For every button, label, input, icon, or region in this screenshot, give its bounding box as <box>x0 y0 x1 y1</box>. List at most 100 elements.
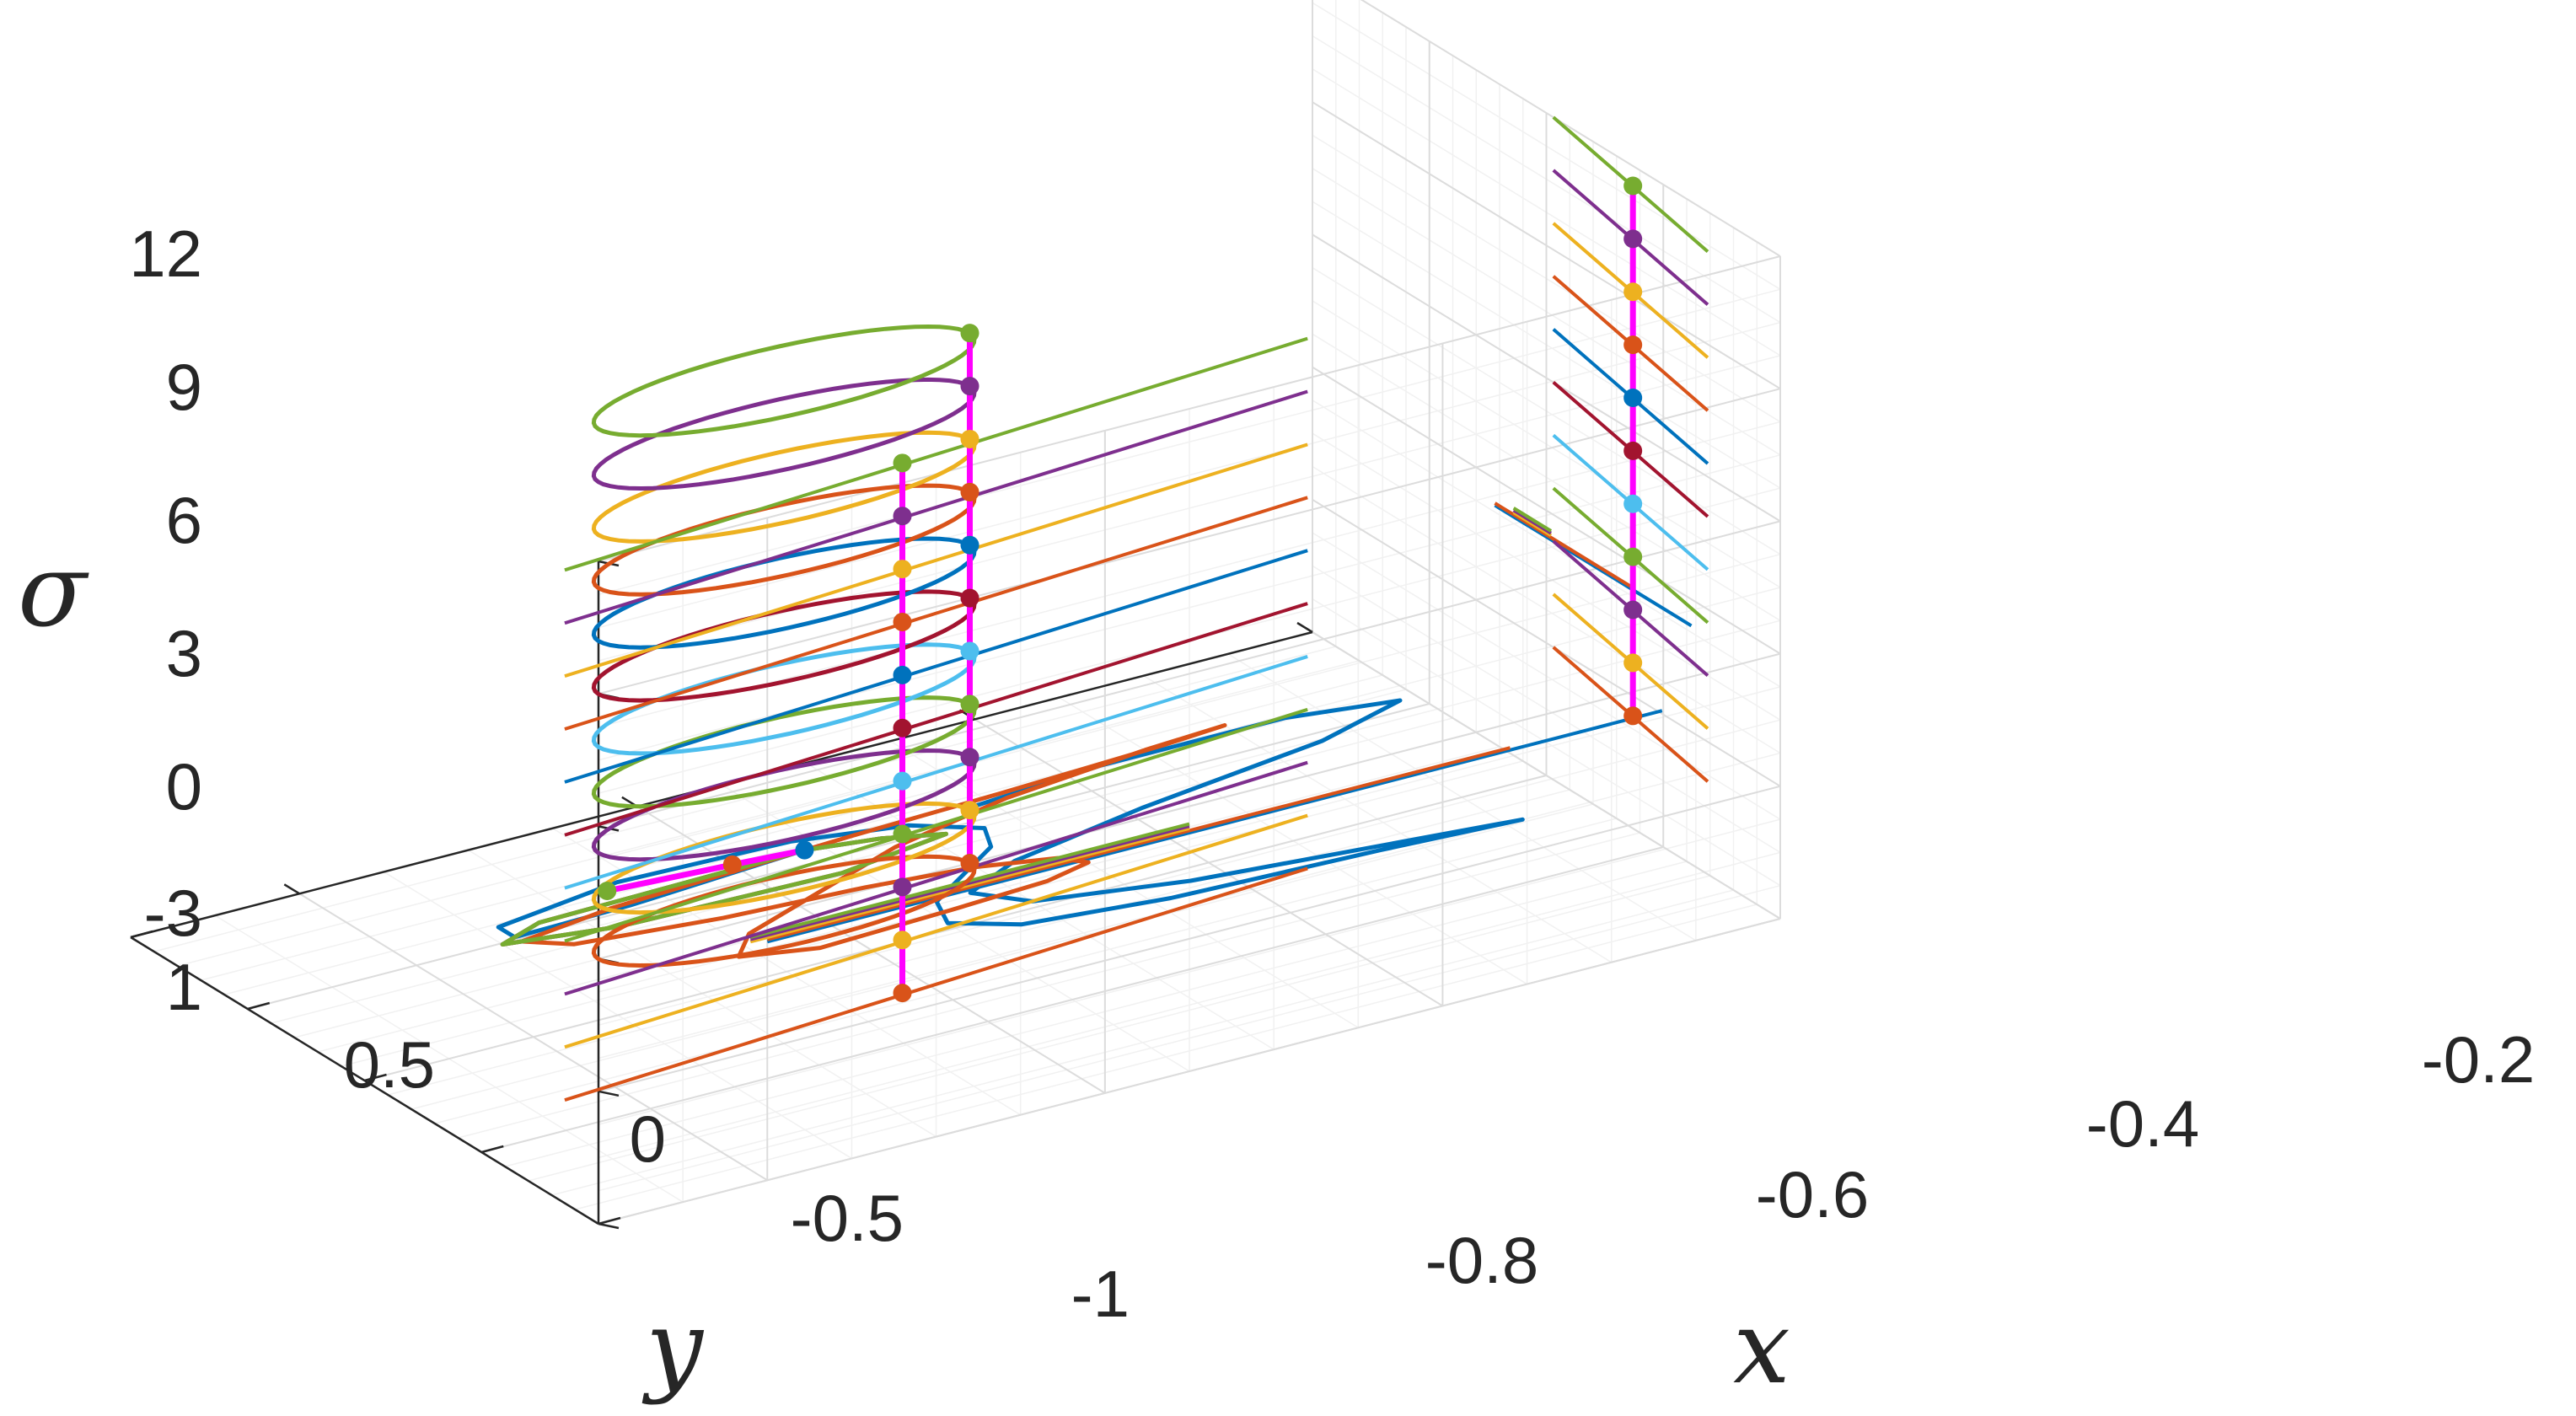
grid-line <box>598 321 1781 629</box>
y-tick <box>130 930 153 939</box>
grid-line <box>598 851 1781 1159</box>
y-tick-label: 0 <box>630 1102 666 1176</box>
base-marker <box>598 881 617 900</box>
x-tick <box>1296 621 1313 634</box>
level-orbit <box>591 430 977 544</box>
series-projection-back <box>766 746 1511 941</box>
level-orbit <box>591 324 977 438</box>
level-projection-back <box>564 442 1308 678</box>
level-marker <box>960 748 979 767</box>
grid-line <box>598 288 1781 596</box>
level-marker <box>960 853 979 872</box>
z-tick <box>598 1090 620 1097</box>
level-marker-back <box>893 507 912 526</box>
level-marker <box>960 801 979 820</box>
level-marker-side <box>1623 176 1643 196</box>
level-marker <box>960 377 979 396</box>
grid-line <box>551 889 1734 1196</box>
grid-line <box>598 421 1781 728</box>
grid-line <box>411 803 1594 1110</box>
grid-line <box>153 646 1336 952</box>
grid-line <box>1360 0 1781 257</box>
y-axis-label: y <box>641 1290 705 1407</box>
data-layer <box>496 115 1709 1102</box>
grid-line <box>575 904 1758 1210</box>
level-orbit <box>591 483 977 597</box>
z-tick <box>598 1222 620 1230</box>
grid-line <box>598 918 1781 1225</box>
level-projection-back <box>564 389 1308 625</box>
y-tick <box>598 1216 621 1226</box>
x-tick-label: -0.8 <box>1425 1223 1538 1297</box>
grid-line <box>598 553 1781 861</box>
x-tick-label: -0.2 <box>2422 1022 2535 1097</box>
level-marker-side <box>1623 494 1643 513</box>
series-line <box>519 723 1227 959</box>
level-projection-back <box>564 760 1308 996</box>
level-projection-back <box>564 602 1308 837</box>
level-marker-side <box>1623 600 1643 620</box>
grid-line <box>201 674 1383 981</box>
level-marker <box>960 588 979 608</box>
level-marker-back <box>893 771 912 791</box>
grid-line <box>598 255 1781 562</box>
grid-line <box>1312 233 1781 523</box>
level-marker-back <box>893 453 912 473</box>
level-orbit <box>591 589 977 703</box>
level-projection-back <box>564 813 1308 1049</box>
level-marker-back <box>893 665 912 684</box>
y-tick-label: 1 <box>166 950 202 1024</box>
level-orbit <box>591 642 977 756</box>
level-marker <box>960 695 979 714</box>
z-tick-label: 3 <box>166 616 202 690</box>
grid-line <box>528 875 1710 1182</box>
level-orbit <box>591 854 977 968</box>
series-projection-side <box>1512 511 1553 537</box>
x-tick <box>283 883 300 895</box>
level-marker <box>960 324 979 343</box>
level-marker <box>960 429 979 448</box>
grid-line <box>598 818 1781 1125</box>
x-axis-label: x <box>1733 1290 1790 1407</box>
series-projection-side <box>1494 503 1693 628</box>
level-projection-back <box>564 549 1308 784</box>
grid-line <box>598 520 1781 828</box>
level-marker-side <box>1623 282 1643 302</box>
level-orbit <box>591 536 977 650</box>
y-tick <box>480 1145 504 1154</box>
grid-line <box>598 785 1781 1092</box>
grid-line <box>1312 101 1781 390</box>
series-projection-side <box>1494 502 1632 588</box>
level-marker <box>960 641 979 661</box>
level-projection-back <box>564 866 1308 1102</box>
series-projection-back <box>749 822 1190 939</box>
level-marker-side <box>1623 441 1643 460</box>
tick-labels: 12 9 6 3 0 -3 1 0.5 0 -0.5 -1 -0.8 -0.6 … <box>129 217 2535 1331</box>
grid-line <box>1312 366 1781 655</box>
y-tick <box>364 1073 387 1082</box>
grid-line <box>598 388 1781 695</box>
grid-line <box>271 717 1453 1024</box>
level-marker-back <box>893 718 912 738</box>
level-marker-side <box>1623 335 1643 355</box>
x-tick-label: -0.4 <box>2086 1086 2199 1161</box>
z-axis-label: σ <box>18 533 89 650</box>
level-projection-back <box>564 496 1308 731</box>
series-projection-back <box>766 709 1663 944</box>
grid-line <box>1312 631 1781 920</box>
y-tick-label: 0.5 <box>344 1027 435 1102</box>
y-tick-label: -0.5 <box>791 1181 904 1255</box>
grid-line <box>364 775 1547 1081</box>
grid-line <box>480 846 1664 1153</box>
grid-line <box>598 884 1781 1192</box>
level-marker-back <box>893 984 912 1003</box>
x-tick-label: -0.6 <box>1756 1157 1869 1231</box>
base-marker <box>722 855 742 874</box>
level-marker-side <box>1623 547 1643 566</box>
level-orbit <box>591 748 977 862</box>
level-projection-back <box>564 336 1308 572</box>
level-marker-back <box>893 612 912 631</box>
series-line <box>496 698 1525 940</box>
